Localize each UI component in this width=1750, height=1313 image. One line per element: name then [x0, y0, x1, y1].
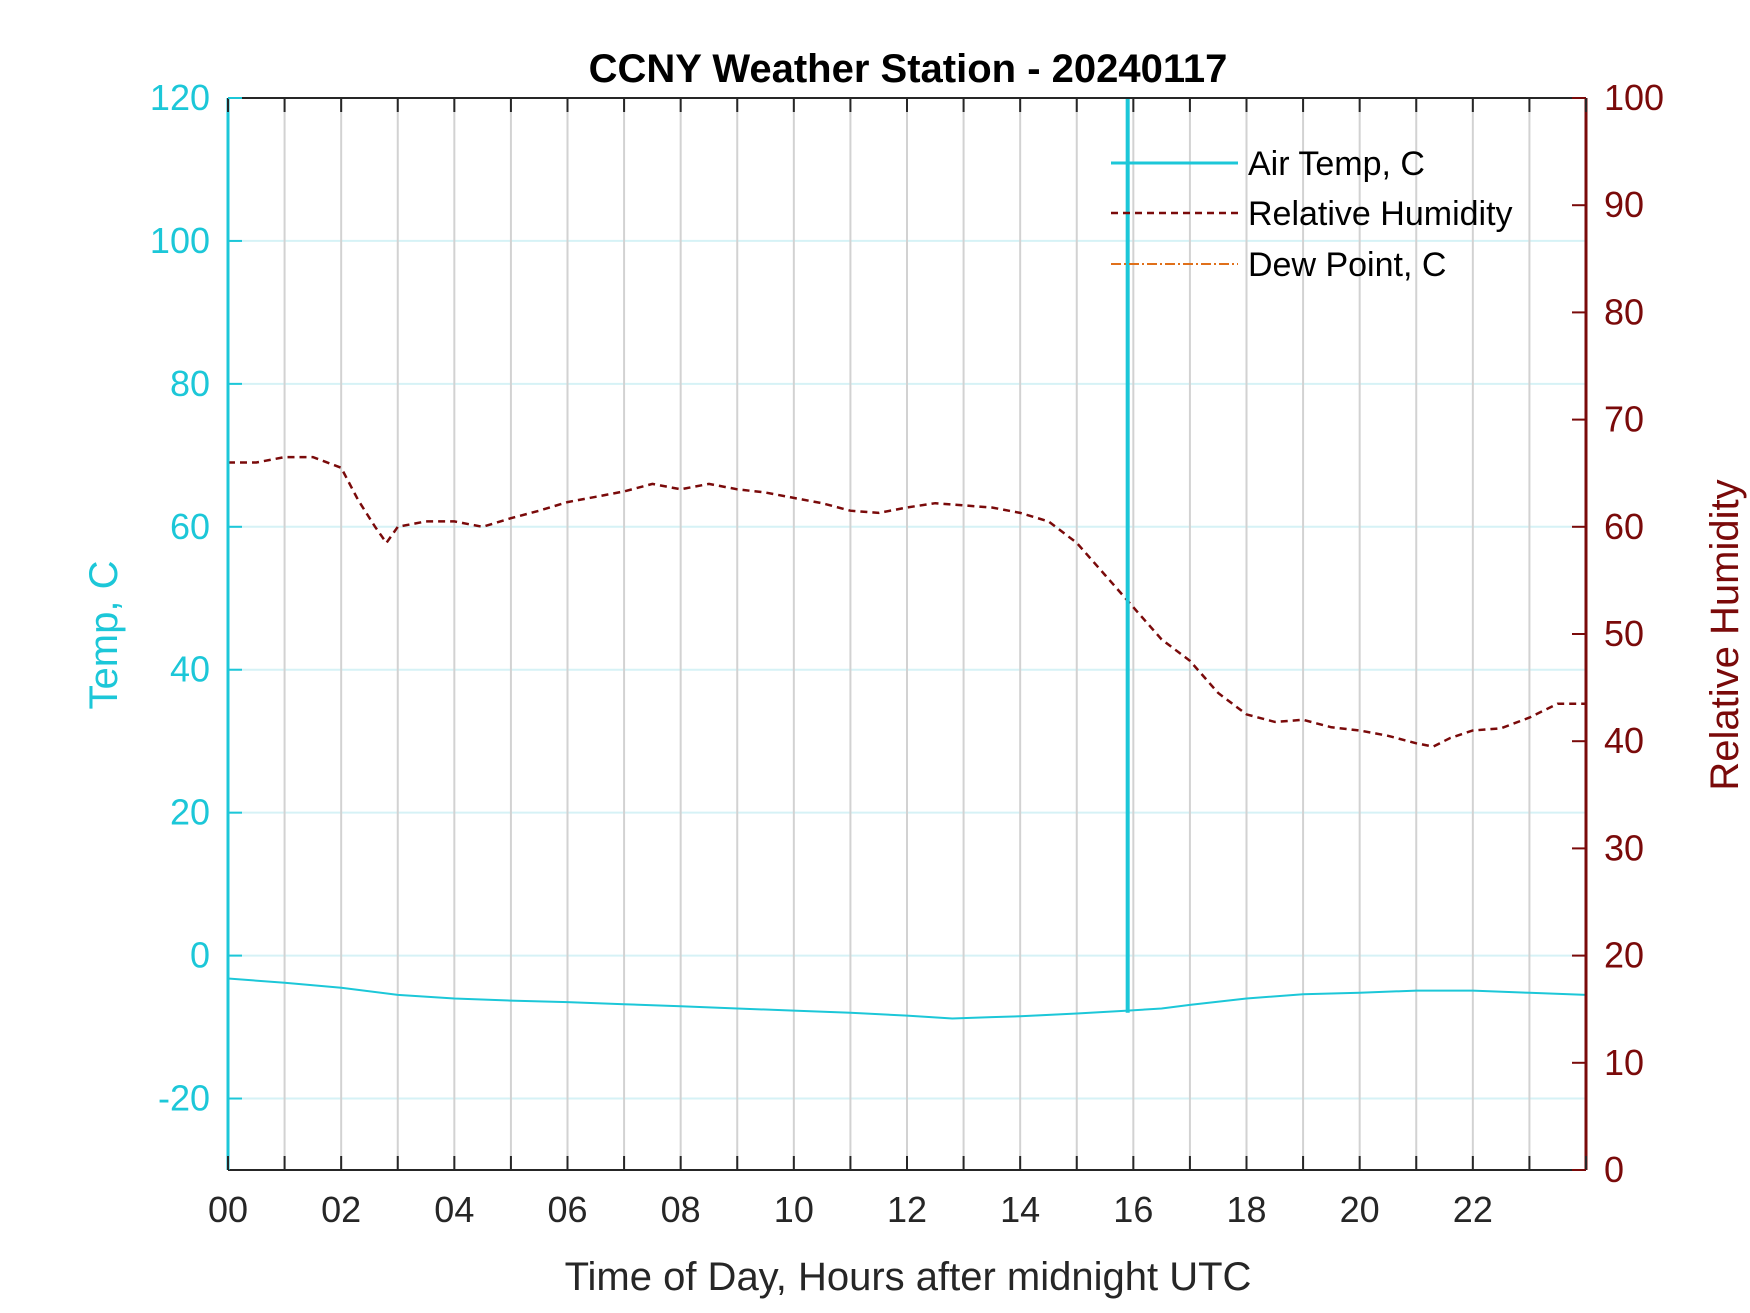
x-tick-label: 20 [1340, 1189, 1380, 1230]
x-tick-label: 10 [774, 1189, 814, 1230]
x-tick-label: 22 [1453, 1189, 1493, 1230]
y-left-tick-label: 20 [170, 792, 210, 833]
y-right-tick-label: 80 [1604, 291, 1644, 332]
series-line-0 [227, 977, 1587, 1020]
x-axis-label: Time of Day, Hours after midnight UTC [565, 1255, 1252, 1299]
x-tick-label: 00 [208, 1189, 248, 1230]
y-axis-right-label: Relative Humidity [1703, 479, 1747, 790]
x-tick-label: 14 [1000, 1189, 1040, 1230]
series-lines [227, 455, 1587, 1020]
y-right-tick-label: 70 [1604, 399, 1644, 440]
y-right-tick-label: 90 [1604, 184, 1644, 225]
y-left-tick-label: -20 [158, 1078, 210, 1119]
y-left-tick-label: 120 [150, 77, 210, 118]
y-left-tick-label: 80 [170, 363, 210, 404]
axes [226, 97, 1588, 1171]
y-right-tick-label: 20 [1604, 935, 1644, 976]
y-left-tick-label: 0 [190, 935, 210, 976]
x-tick-label: 16 [1113, 1189, 1153, 1230]
chart-title: CCNY Weather Station - 20240117 [589, 47, 1228, 91]
legend: Air Temp, C Relative Humidity Dew Point,… [1111, 145, 1513, 284]
y-left-tick-label: 100 [150, 220, 210, 261]
legend-label-air-temp: Air Temp, C [1248, 145, 1425, 183]
y-right-tick-label: 0 [1604, 1149, 1624, 1190]
x-tick-label: 04 [434, 1189, 474, 1230]
y-right-tick-label: 40 [1604, 720, 1644, 761]
x-tick-label: 12 [887, 1189, 927, 1230]
y-right-tick-label: 30 [1604, 827, 1644, 868]
y-axis-left-label: Temp, C [82, 561, 126, 710]
y-left-tick-label: 40 [170, 649, 210, 690]
tick-labels: 00 02 04 06 08 10 12 14 16 18 20 22-200204060801001… [150, 77, 1664, 1230]
legend-label-dew-point: Dew Point, C [1248, 246, 1446, 284]
x-tick-label: 18 [1226, 1189, 1266, 1230]
y-left-tick-label: 60 [170, 506, 210, 547]
y-right-tick-label: 100 [1604, 77, 1664, 118]
x-tick-label: 06 [547, 1189, 587, 1230]
y-right-tick-label: 10 [1604, 1042, 1644, 1083]
y-right-tick-label: 50 [1604, 613, 1644, 654]
legend-label-relative-humidity: Relative Humidity [1248, 195, 1513, 233]
x-tick-label: 08 [661, 1189, 701, 1230]
y-right-tick-label: 60 [1604, 506, 1644, 547]
x-tick-label: 02 [321, 1189, 361, 1230]
